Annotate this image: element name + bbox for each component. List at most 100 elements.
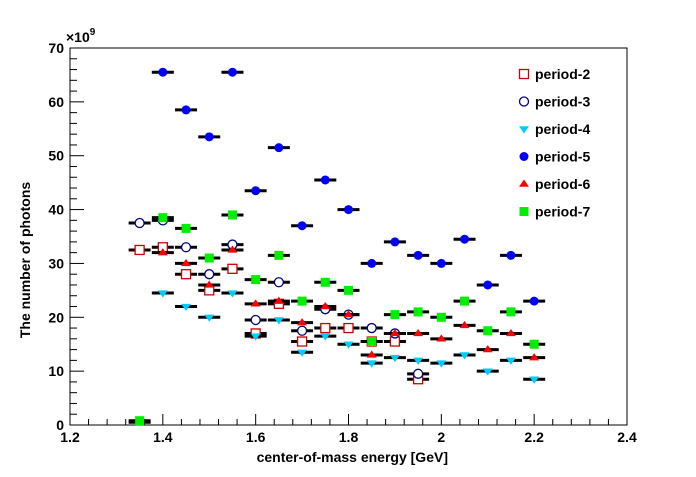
data-point bbox=[459, 352, 470, 360]
x-tick-label: 2 bbox=[437, 429, 445, 445]
legend-item-period-5: period-5 bbox=[519, 149, 590, 165]
data-point bbox=[181, 105, 191, 115]
data-point bbox=[366, 322, 377, 334]
data-point bbox=[274, 143, 284, 153]
y-tick-label: 0 bbox=[56, 417, 64, 433]
data-point bbox=[413, 250, 423, 260]
data-point bbox=[251, 186, 261, 196]
data-point bbox=[181, 258, 192, 267]
data-point bbox=[529, 339, 539, 349]
data-point bbox=[366, 360, 377, 368]
data-point bbox=[343, 310, 354, 318]
data-point bbox=[204, 280, 215, 288]
data-point bbox=[157, 248, 168, 256]
y-exponent-label: ×109 bbox=[66, 27, 96, 45]
data-point bbox=[366, 350, 377, 358]
data-point bbox=[181, 303, 192, 312]
data-point bbox=[529, 353, 540, 361]
data-point bbox=[204, 253, 214, 263]
legend-item-period-4: period-4 bbox=[519, 121, 590, 137]
x-tick-label: 1.4 bbox=[153, 429, 173, 445]
data-point bbox=[134, 244, 145, 256]
data-point bbox=[297, 318, 308, 326]
data-point bbox=[413, 328, 424, 337]
data-point bbox=[227, 263, 238, 274]
legend-marker bbox=[519, 152, 529, 161]
data-point bbox=[251, 275, 261, 285]
data-point bbox=[204, 269, 215, 280]
legend-item-period-3: period-3 bbox=[518, 94, 590, 110]
data-point bbox=[273, 296, 284, 304]
x-tick-label: 1.2 bbox=[60, 429, 80, 445]
data-point bbox=[505, 357, 516, 365]
legend: period-2 period-3 period-4 period-5 period-6… bbox=[518, 66, 590, 220]
data-point bbox=[135, 416, 145, 426]
data-point bbox=[181, 223, 191, 233]
data-point bbox=[390, 237, 400, 247]
data-point bbox=[204, 314, 215, 322]
data-point bbox=[436, 360, 447, 368]
data-point bbox=[483, 326, 493, 336]
series-period-7 bbox=[128, 210, 546, 426]
data-point bbox=[483, 280, 493, 290]
y-tick-label: 20 bbox=[48, 309, 64, 325]
data-layer bbox=[128, 67, 546, 427]
legend-label: period-5 bbox=[535, 149, 590, 165]
data-point bbox=[436, 312, 446, 322]
data-point bbox=[296, 325, 308, 336]
x-tick-label: 2.2 bbox=[524, 429, 544, 445]
y-exponent-base: ×10 bbox=[66, 29, 90, 45]
data-point bbox=[227, 210, 237, 220]
data-point bbox=[344, 205, 353, 215]
y-axis: 0 10 20 30 40 50 60 70 bbox=[48, 40, 84, 433]
data-point bbox=[343, 322, 354, 334]
data-point bbox=[297, 349, 308, 357]
series-period-5 bbox=[151, 67, 546, 306]
data-point bbox=[250, 333, 261, 341]
legend-label: period-2 bbox=[535, 66, 590, 82]
data-point bbox=[158, 67, 168, 77]
data-point bbox=[459, 320, 470, 329]
data-point bbox=[389, 354, 400, 363]
data-point bbox=[227, 245, 238, 253]
y-exponent-power: 9 bbox=[90, 27, 96, 38]
data-point bbox=[367, 258, 377, 268]
legend-marker bbox=[519, 207, 529, 216]
y-tick-label: 30 bbox=[48, 255, 64, 271]
data-point bbox=[320, 333, 331, 341]
legend-label: period-4 bbox=[535, 121, 590, 137]
data-point bbox=[367, 337, 377, 347]
data-point bbox=[436, 334, 447, 342]
data-point bbox=[389, 328, 400, 337]
data-point bbox=[344, 285, 353, 295]
y-tick-label: 60 bbox=[48, 94, 64, 110]
data-point bbox=[529, 296, 539, 306]
data-point bbox=[320, 322, 331, 334]
data-point bbox=[134, 217, 145, 229]
y-axis-label: The number of photons bbox=[17, 182, 33, 339]
data-point bbox=[250, 314, 261, 326]
data-point bbox=[250, 299, 261, 307]
series-period-6 bbox=[151, 245, 546, 361]
legend-marker bbox=[518, 68, 530, 80]
data-point bbox=[320, 302, 331, 310]
legend-marker bbox=[519, 126, 529, 134]
data-point bbox=[482, 368, 493, 376]
y-tick-label: 50 bbox=[48, 148, 64, 164]
data-point bbox=[320, 277, 330, 287]
data-point bbox=[413, 307, 423, 317]
data-point bbox=[273, 317, 284, 325]
data-point bbox=[505, 328, 516, 337]
legend-label: period-6 bbox=[535, 176, 590, 192]
data-point bbox=[274, 250, 284, 260]
data-point bbox=[436, 258, 446, 268]
data-point bbox=[204, 132, 214, 142]
data-point bbox=[390, 310, 400, 320]
data-point bbox=[157, 290, 168, 298]
data-point bbox=[227, 290, 238, 298]
data-point bbox=[296, 336, 308, 347]
data-point bbox=[460, 296, 470, 306]
data-point bbox=[180, 242, 192, 253]
data-point bbox=[413, 357, 424, 365]
